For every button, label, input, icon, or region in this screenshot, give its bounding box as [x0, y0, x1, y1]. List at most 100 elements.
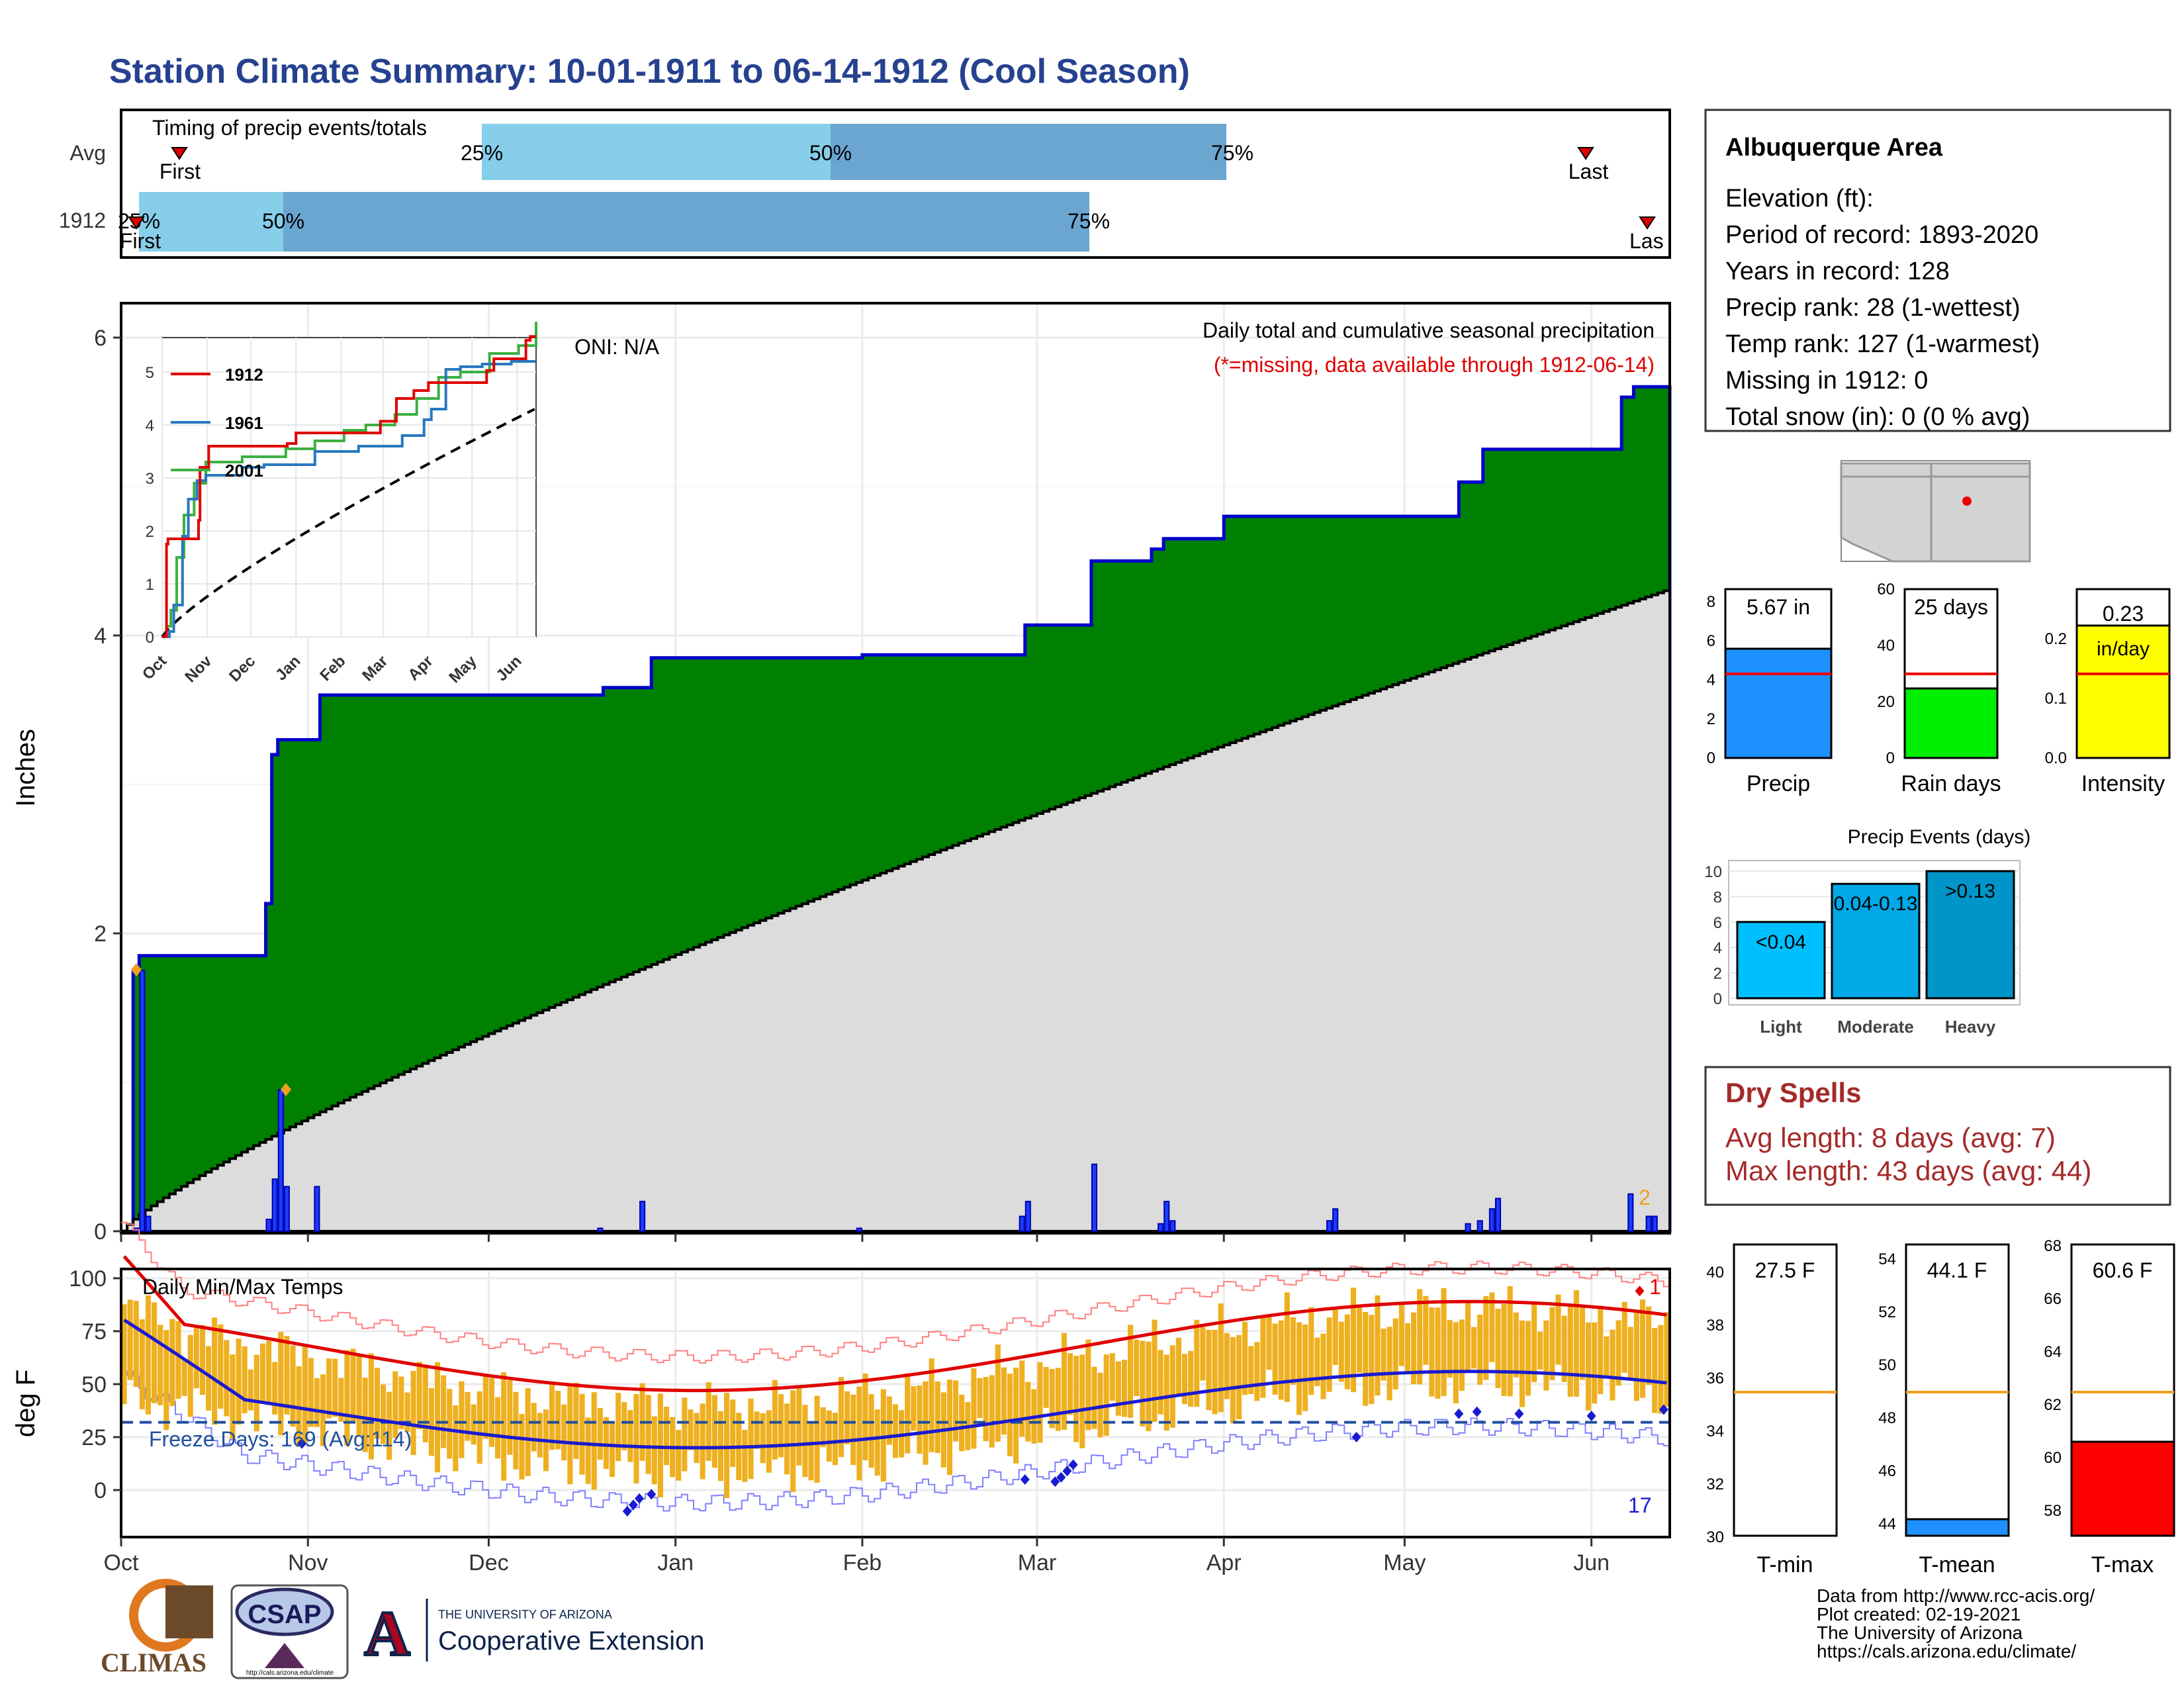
daily-temp-bar	[1320, 1333, 1326, 1399]
daily-precip-bar	[1465, 1223, 1471, 1232]
daily-temp-bar	[193, 1327, 199, 1389]
daily-precip-bar	[139, 970, 146, 1232]
record-low-marker	[1351, 1432, 1361, 1442]
intensity-mini-value: 0.23	[2103, 602, 2144, 626]
daily-temp-bar	[1579, 1307, 1586, 1380]
temp-summary-bars: 27.5 F T-min 30 32 34 36 38 40 44.1 F T-…	[1706, 1237, 2175, 1577]
daily-temp-bar	[1146, 1341, 1152, 1431]
daily-precip-bar	[265, 1219, 272, 1232]
daily-temp-bar	[1621, 1301, 1627, 1373]
daily-temp-bar	[946, 1380, 952, 1476]
missing-note: (*=missing, data available through 1912-…	[1214, 353, 1655, 377]
daily-precip-bar	[145, 1215, 152, 1232]
daily-temp-bar	[1417, 1289, 1423, 1385]
daily-temp-bar	[1218, 1303, 1224, 1413]
daily-temp-bar	[326, 1358, 332, 1419]
daily-temp-bar	[790, 1390, 796, 1493]
inset-1912-line	[162, 335, 536, 638]
daily-temp-bar	[561, 1404, 567, 1461]
daily-temp-bar	[1194, 1319, 1200, 1407]
daily-temp-bar	[465, 1391, 471, 1441]
events-x-tick-label: Moderate	[1837, 1017, 1914, 1037]
x-tick-label: Mar	[1018, 1550, 1057, 1575]
precip-summary-bars: 5.67 in Precip 0 2 4 6 8 25 days Rain da…	[1707, 581, 2171, 796]
credit-line: The University of Arizona	[1817, 1622, 2023, 1643]
record-low-count: 17	[1628, 1493, 1652, 1517]
daily-temp-bar	[272, 1362, 278, 1415]
tick-label: 48	[1878, 1409, 1896, 1427]
events-bars: <0.04 0.04-0.13 >0.13	[1736, 870, 2015, 1000]
events-title: Precip Events (days)	[1848, 826, 2031, 848]
daily-temp-bar	[1592, 1322, 1598, 1404]
high-value-marker	[281, 1083, 291, 1096]
daily-temp-bar	[711, 1395, 717, 1468]
record-low-marker	[1472, 1406, 1482, 1417]
daily-temp-bar	[905, 1373, 911, 1454]
x-tick-label: Nov	[288, 1550, 328, 1575]
avg-p75-label: 75%	[1211, 141, 1253, 165]
daily-temp-bar	[676, 1430, 682, 1481]
record-low-marker	[1056, 1472, 1066, 1483]
x-tick-label: Apr	[1206, 1550, 1242, 1575]
row-1912-label: 1912	[59, 209, 106, 232]
record-low-marker	[1062, 1466, 1072, 1477]
daily-temp-bar	[1344, 1314, 1350, 1389]
daily-temp-bar	[1610, 1329, 1615, 1401]
daily-temp-bar	[482, 1374, 488, 1439]
daily-temp-bar	[1489, 1292, 1495, 1362]
daily-precip-bar	[1488, 1208, 1495, 1232]
record-low-marker	[622, 1506, 632, 1517]
daily-temp-bar	[1549, 1307, 1555, 1380]
tmin-ticks: 30 32 34 36 38 40	[1706, 1264, 1724, 1546]
tick-label: 0	[1707, 749, 1715, 767]
tick-label: 66	[2044, 1290, 2062, 1308]
y-tick-label: 50	[81, 1372, 107, 1397]
daily-temp-bar	[874, 1409, 880, 1476]
daily-temp-bar	[971, 1368, 977, 1449]
daily-precip-bar	[1332, 1208, 1339, 1232]
x-tick-label: Jan	[657, 1550, 694, 1575]
tick-label: 32	[1706, 1476, 1724, 1493]
daily-temp-bar	[633, 1393, 639, 1483]
avg-p50-label: 50%	[809, 141, 852, 165]
daily-temp-bar	[507, 1380, 513, 1455]
avg-last-marker	[1577, 147, 1594, 160]
daily-temp-bar	[977, 1378, 983, 1419]
y-tick-label: 75	[81, 1319, 107, 1344]
daily-temp-bar	[663, 1406, 670, 1466]
daily-temp-bar	[832, 1413, 839, 1466]
precip-y-title: Inches	[11, 729, 40, 807]
precip-events-chart: Precip Events (days) <0.04 0.04-0.13 >0.13…	[1704, 826, 2030, 1037]
daily-temp-bars	[121, 1286, 1670, 1499]
precip-axis: 0 2 4 6	[94, 326, 1593, 1244]
tmax-bar	[2070, 1440, 2175, 1537]
y1912-last-marker	[1639, 216, 1656, 230]
precip-frame	[120, 302, 1671, 1235]
events-y-tick-label: 8	[1713, 888, 1722, 906]
daily-temp-bar	[1646, 1306, 1652, 1385]
tick-label: 68	[2044, 1237, 2062, 1255]
daily-temp-bar	[983, 1377, 989, 1442]
events-bar	[1831, 882, 1921, 1000]
inset-x-tick-label: Mar	[359, 652, 391, 684]
avg-p25-label: 25%	[461, 141, 503, 165]
daily-temp-bar	[1055, 1368, 1061, 1431]
daily-temp-bar	[1115, 1361, 1121, 1416]
events-y-tick-label: 6	[1713, 914, 1722, 932]
dry-max-length: Max length: 43 days (avg: 44)	[1725, 1155, 2091, 1186]
tick-label: 4	[1707, 671, 1715, 689]
daily-temp-bar	[1302, 1324, 1308, 1411]
daily-temp-bar	[1248, 1346, 1254, 1395]
inset-y-tick-label: 2	[146, 523, 154, 541]
info-line: Period of record: 1893-2020	[1725, 221, 2038, 249]
events-y-tick-label: 10	[1704, 863, 1722, 881]
inset-average-line	[161, 408, 535, 638]
tick-label: 40	[1877, 637, 1895, 655]
daily-temp-bar	[199, 1325, 205, 1395]
daily-temp-bar	[278, 1332, 284, 1436]
daily-temp-bar	[1175, 1337, 1181, 1397]
daily-temp-bar	[501, 1372, 507, 1481]
extreme-count: 2	[1639, 1186, 1651, 1209]
daily-temp-bar	[880, 1389, 886, 1482]
intensity-mini-bar	[2075, 624, 2171, 759]
